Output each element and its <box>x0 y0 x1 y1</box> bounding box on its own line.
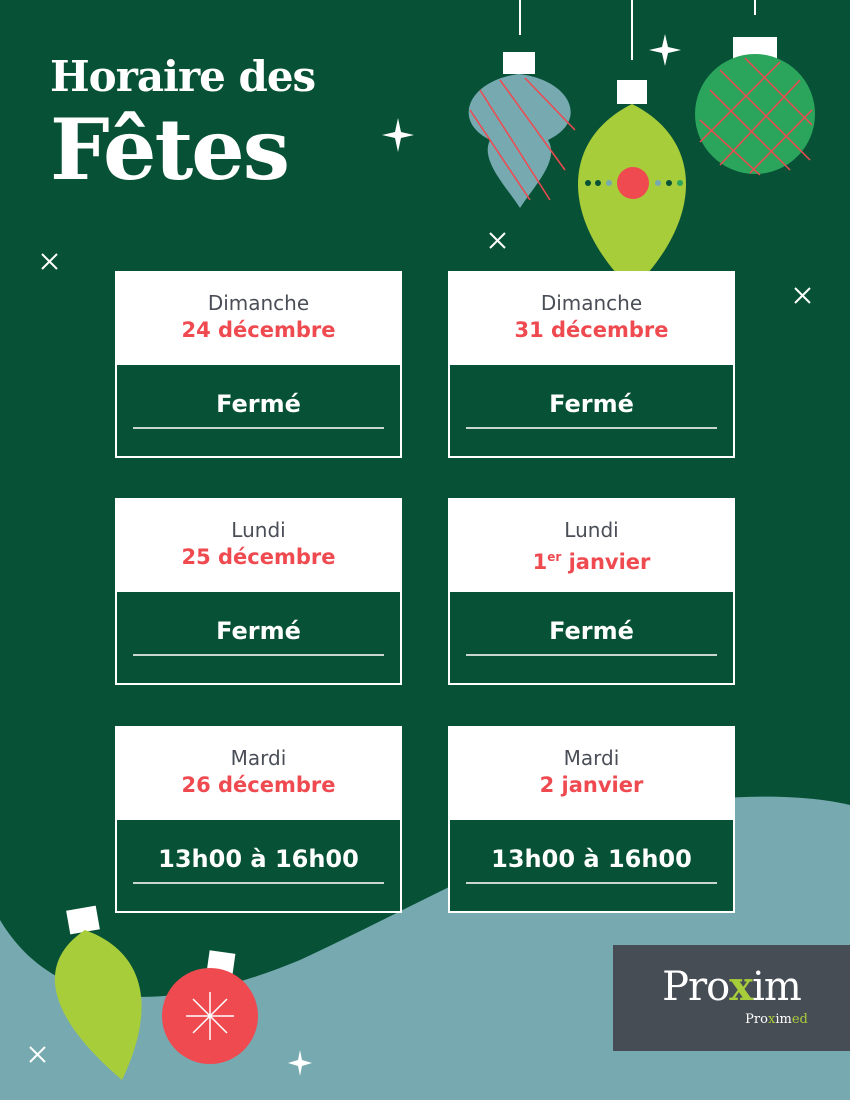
ornament-lime-icon <box>578 0 686 290</box>
divider <box>133 654 384 656</box>
divider <box>133 882 384 884</box>
title-line-1: Horaire des <box>50 52 316 101</box>
card-hours: Fermé <box>549 390 634 418</box>
proxim-logo: Proxim Proximed <box>613 945 850 1051</box>
ornament-lime-bottom-icon <box>54 905 142 1080</box>
card-day: Lundi <box>564 518 619 542</box>
card-date: 24 décembre <box>181 318 336 342</box>
ornament-teal-icon <box>468 0 576 208</box>
card-hours: Fermé <box>549 617 634 645</box>
schedule-card: Dimanche 31 décembre Fermé <box>448 271 735 458</box>
card-date: 2 janvier <box>539 773 644 797</box>
divider <box>466 882 717 884</box>
card-hours: 13h00 à 16h00 <box>158 845 359 873</box>
divider <box>466 654 717 656</box>
card-day: Mardi <box>563 746 620 770</box>
cross-sparkle-icons <box>29 232 811 1063</box>
divider <box>133 427 384 429</box>
schedule-card: Lundi 25 décembre Fermé <box>115 498 402 685</box>
card-date: 25 décembre <box>181 545 336 569</box>
card-date: 31 décembre <box>514 318 669 342</box>
card-day: Lundi <box>231 518 286 542</box>
card-hours: 13h00 à 16h00 <box>491 845 692 873</box>
date-ordinal: er <box>547 550 562 564</box>
card-day: Dimanche <box>540 291 643 315</box>
schedule-card: Mardi 2 janvier 13h00 à 16h00 <box>448 726 735 913</box>
ornament-green-lattice-icon <box>695 0 815 176</box>
date-month: janvier <box>561 550 651 574</box>
date-number: 1 <box>532 550 548 574</box>
schedule-card: Dimanche 24 décembre Fermé <box>115 271 402 458</box>
sparkle-icons <box>288 34 681 1076</box>
title-line-2: Fêtes <box>50 100 290 199</box>
card-day: Mardi <box>230 746 287 770</box>
divider <box>466 427 717 429</box>
card-day: Dimanche <box>207 291 310 315</box>
schedule-card: Mardi 26 décembre 13h00 à 16h00 <box>115 726 402 913</box>
schedule-card: Lundi 1er janvier Fermé <box>448 498 735 685</box>
ornament-red-bottom-icon <box>162 950 258 1064</box>
card-hours: Fermé <box>216 390 301 418</box>
card-hours: Fermé <box>216 617 301 645</box>
card-date: 1er janvier <box>450 542 733 577</box>
card-date: 26 décembre <box>181 773 336 797</box>
